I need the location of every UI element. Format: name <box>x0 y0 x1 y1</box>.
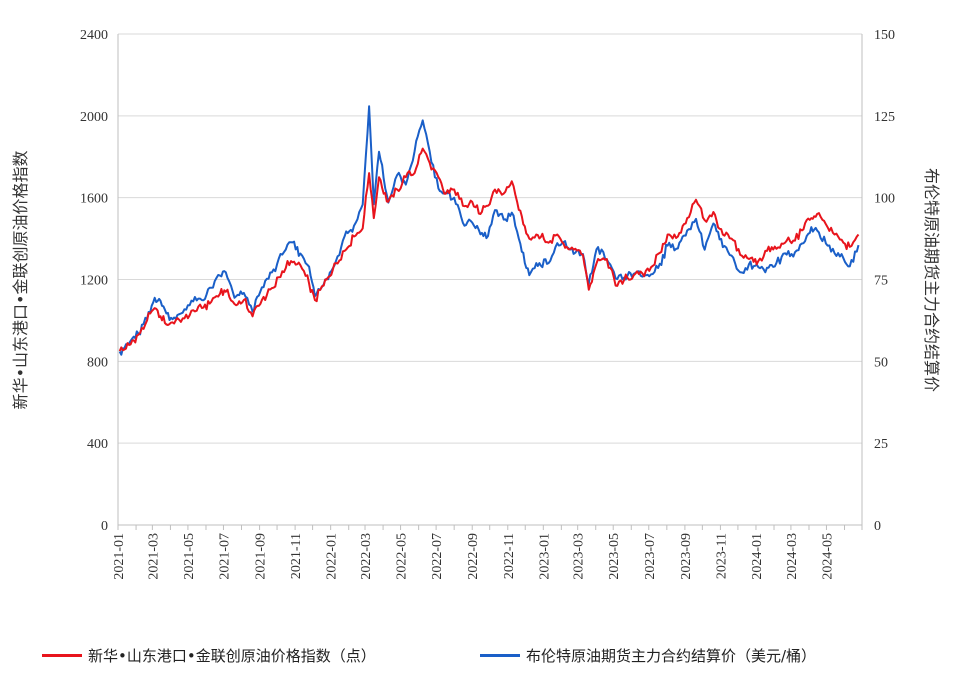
x-tick-label: 2023-01 <box>537 533 552 580</box>
x-tick-label: 2021-05 <box>182 533 197 580</box>
x-tick-label: 2021-03 <box>146 533 161 580</box>
x-tick-label: 2021-09 <box>254 533 269 580</box>
y-right-tick-label: 50 <box>874 355 888 370</box>
x-tick-label: 2023-09 <box>679 533 694 580</box>
x-tick-label: 2022-11 <box>502 533 517 579</box>
y-right-tick-label: 0 <box>874 519 881 534</box>
y-right-tick-label: 125 <box>874 110 895 125</box>
x-tick-label: 2022-05 <box>395 533 410 580</box>
chart: 0 400 800 1200 1600 2000 2400 0 25 50 75 100 125 150 2… <box>11 28 941 580</box>
y-right-tick-label: 25 <box>874 437 888 452</box>
x-tick-label: 2022-09 <box>466 533 481 580</box>
x-tick-label: 2024-03 <box>785 533 800 580</box>
y-left-tick-label: 800 <box>87 355 108 370</box>
x-tick-label: 2023-07 <box>643 533 658 580</box>
y-left-tick-label: 1600 <box>80 192 108 207</box>
gridlines <box>118 33 862 444</box>
y-left-tick-label: 2000 <box>80 110 108 125</box>
tick-labels: 0 400 800 1200 1600 2000 2400 0 25 50 75 100 125 150 2… <box>80 28 895 580</box>
series-lines <box>118 105 860 356</box>
legend-swatch-red <box>42 653 82 657</box>
y-right-tick-label: 100 <box>874 192 895 207</box>
series-line-brent <box>118 105 860 356</box>
x-tick-label: 2022-01 <box>325 533 340 580</box>
y-left-tick-label: 0 <box>101 519 108 534</box>
x-tick-label: 2021-11 <box>289 533 304 579</box>
y-left-tick-label: 2400 <box>80 28 108 43</box>
x-tick-label: 2022-03 <box>359 533 374 580</box>
y-left-tick-label: 1200 <box>80 274 108 289</box>
legend-swatch-blue <box>480 653 520 657</box>
series-line-index <box>118 147 860 352</box>
x-tick-label: 2023-05 <box>607 533 622 580</box>
x-tick-label: 2021-01 <box>112 533 127 580</box>
x-tick-label: 2024-05 <box>820 533 835 580</box>
x-tick-label: 2023-11 <box>714 533 729 579</box>
legend-item-index: 新华•山东港口•金联创原油价格指数（点） <box>42 640 376 670</box>
x-tick-label: 2023-03 <box>572 533 587 580</box>
legend-item-brent: 布伦特原油期货主力合约结算价（美元/桶） <box>480 640 816 670</box>
x-tick-label: 2021-07 <box>217 533 232 580</box>
axes <box>117 34 863 530</box>
legend-label-index: 新华•山东港口•金联创原油价格指数（点） <box>88 646 376 665</box>
y-right-tick-label: 75 <box>874 274 888 289</box>
y-axis-right-label: 布伦特原油期货主力合约结算价 <box>922 168 941 392</box>
y-left-tick-label: 400 <box>87 437 108 452</box>
legend: 新华•山东港口•金联创原油价格指数（点） 布伦特原油期货主力合约结算价（美元/桶… <box>0 640 954 670</box>
legend-label-brent: 布伦特原油期货主力合约结算价（美元/桶） <box>526 646 817 665</box>
x-tick-label: 2022-07 <box>430 533 445 580</box>
x-tick-label: 2024-01 <box>750 533 765 580</box>
y-right-tick-label: 150 <box>874 28 895 43</box>
y-axis-left-label: 新华•山东港口•金联创原油价格指数 <box>11 151 30 410</box>
